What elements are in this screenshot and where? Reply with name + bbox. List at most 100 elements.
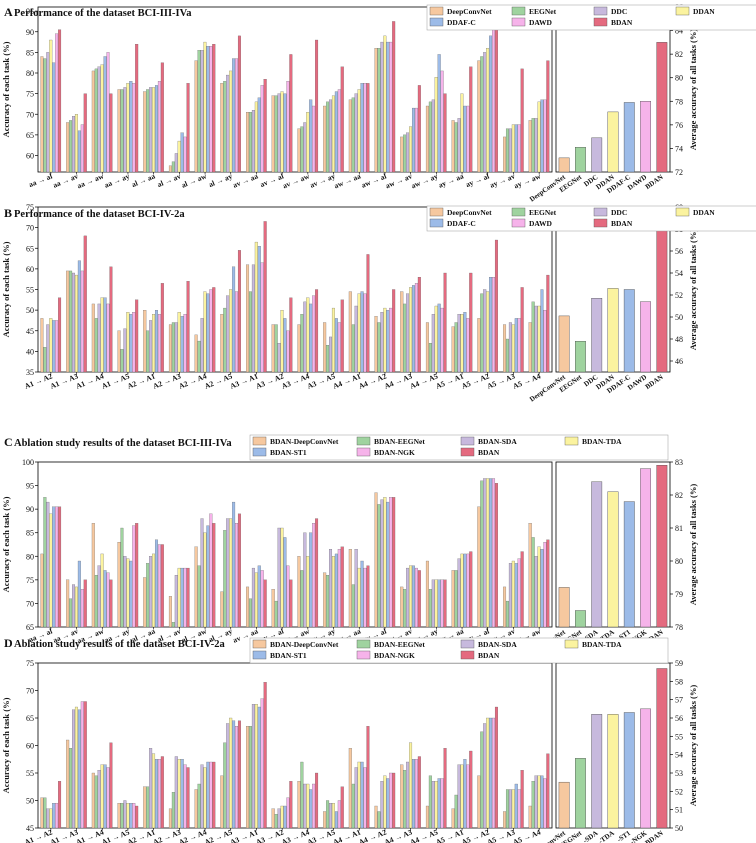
plot-frame-left [37,6,553,173]
bar [400,291,404,373]
average-bar [623,102,635,173]
legend-swatch [252,639,267,649]
bar [43,497,47,628]
bar [428,101,432,173]
bar [77,130,81,173]
bar [109,742,113,829]
average-bar [591,137,603,173]
bar [72,584,76,628]
panel-c-letter: C [4,435,13,449]
bar [303,122,307,173]
bar [323,572,327,628]
bar [406,293,410,373]
y2-tick-label: 50 [675,824,683,833]
bar [340,786,344,829]
bar [69,270,73,373]
bar [226,518,230,628]
legend-swatch [252,436,267,446]
y-tick-label: 75 [26,203,34,212]
bar [297,324,301,373]
x-tick-label: ay → aa [437,171,465,189]
bar [337,549,341,628]
legend-label: BDAN [478,651,500,660]
bar [434,77,438,173]
legend-label: DDAN [693,7,715,16]
bar [392,772,396,829]
bar [377,322,381,373]
average-bar [591,298,603,373]
bar [460,314,464,373]
legend-label: BDAN-ST1 [270,651,307,660]
bar [257,706,261,829]
bar [246,586,250,628]
bar [43,58,47,173]
bar [97,565,101,628]
bar [428,589,432,628]
average-bar [558,315,570,373]
y-axis-label: Accuracy of each task (%) [1,496,11,592]
bar [40,56,44,173]
bar [403,303,407,373]
bar [212,761,216,829]
y-tick-label: 35 [26,368,34,377]
bar [77,709,81,829]
bar [223,742,227,829]
bar [246,112,250,173]
legend-swatch [429,207,444,217]
y2-tick-label: 53 [675,769,683,778]
x-tick-label: A2 → A3 [152,371,183,390]
legend-swatch [593,6,608,16]
bar [443,272,447,373]
bar [280,91,284,173]
bar [315,772,319,829]
bar [58,506,62,628]
bar [157,759,161,829]
bar [160,283,164,373]
bar [326,345,330,373]
bar [223,81,227,173]
bar [337,800,341,829]
bar [354,93,358,173]
y-tick-label: 100 [22,458,34,467]
bar [511,124,515,173]
x-tick-label: ay → av [488,171,516,189]
bar [354,549,358,628]
bar [483,52,487,173]
legend-box [249,434,669,461]
bar [58,29,62,173]
bar [237,513,241,628]
bar [494,483,498,628]
bar [406,132,410,173]
x-tick-label: aw → ay [410,171,439,190]
plot-frame-left [37,461,553,628]
bar [69,748,73,829]
bar [263,221,267,373]
bar [337,322,341,373]
y-tick-label: 50 [26,306,34,315]
bar [489,35,493,173]
bar [180,567,184,628]
bar [331,556,335,628]
legend: DeepConvNet EEGNet DDC DDAN DDAF-C DAWD BDAN [426,4,756,31]
y2-tick-label: 58 [675,677,683,686]
bar [100,553,104,628]
bar [171,322,175,373]
x-tick-label: al → aa [130,171,156,189]
bar [540,775,544,829]
bar [237,720,241,829]
bar [286,81,290,173]
bar [434,305,438,373]
average-bar [623,712,635,829]
bar [528,523,532,628]
bar [366,565,370,628]
bar [235,523,239,628]
bar [411,285,415,373]
bar [274,95,278,173]
bar [171,161,175,173]
legend-swatch [593,17,608,27]
x-tick-label: aw → aa [333,171,362,190]
y-axis-label: Accuracy of each task (%) [1,41,11,137]
bar [351,584,355,628]
bar [152,87,156,173]
bar [312,295,316,373]
